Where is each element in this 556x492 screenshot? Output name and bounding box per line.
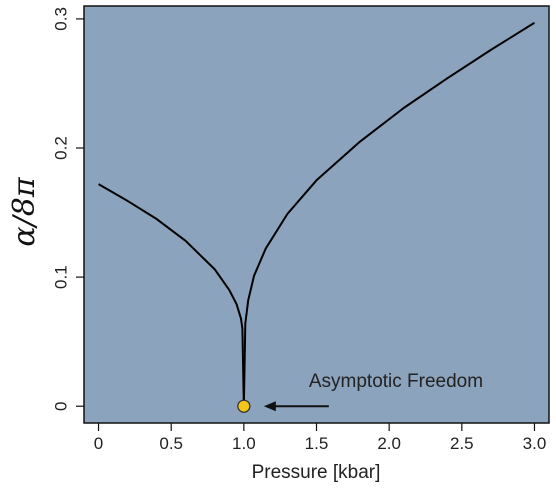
x-tick-label: 2.5: [450, 434, 474, 453]
x-axis-ticks: 0 0.5 1.0 1.5 2.0 2.5 3.0: [94, 423, 546, 453]
highlight-point: [237, 399, 251, 413]
y-tick-label: 0.2: [51, 136, 70, 160]
annotations: Asymptotic Freedom: [263, 371, 483, 412]
x-tick-label: 2.0: [377, 434, 401, 453]
x-axis-title: Pressure [kbar]: [252, 462, 381, 483]
x-tick-label: 1.0: [232, 434, 256, 453]
x-tick-label: 3.0: [523, 434, 547, 453]
x-tick-label: 0.5: [159, 434, 183, 453]
annotation-label: Asymptotic Freedom: [309, 371, 483, 392]
y-tick-label: 0: [51, 401, 70, 410]
series-line-2: [242, 21, 535, 407]
y-tick-label: 0.3: [51, 7, 70, 31]
y-tick-label: 0.1: [51, 265, 70, 289]
x-tick-label: 0: [94, 434, 103, 453]
series-line-1: [98, 183, 245, 407]
annotation-arrow-head: [263, 401, 276, 412]
x-tick-label: 1.5: [305, 434, 329, 453]
curves: [98, 21, 535, 407]
y-axis-title: α/8π: [7, 176, 42, 246]
y-axis-ticks: 0 0.1 0.2 0.3: [51, 7, 84, 411]
plot-area: [83, 5, 550, 424]
points: [237, 399, 251, 413]
